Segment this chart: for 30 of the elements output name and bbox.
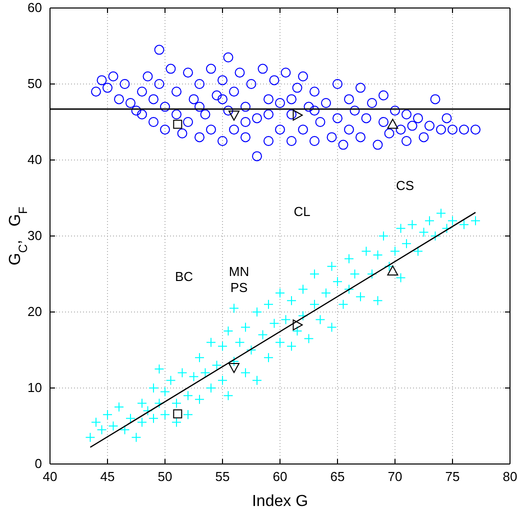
x-tick-label: 65 bbox=[330, 469, 345, 484]
point bbox=[387, 265, 398, 276]
y-tick-label: 40 bbox=[28, 152, 42, 168]
annotation: BC bbox=[174, 269, 194, 284]
point bbox=[292, 319, 303, 330]
point bbox=[173, 120, 182, 129]
y-tick-label: 60 bbox=[28, 0, 42, 16]
point bbox=[387, 118, 398, 129]
annotation: PS bbox=[230, 280, 248, 296]
y-tick-label: 10 bbox=[28, 380, 42, 396]
x-tick-label: 40 bbox=[42, 469, 58, 484]
point bbox=[173, 409, 182, 418]
y-tick-label: 20 bbox=[28, 304, 42, 320]
annotation: MN bbox=[228, 264, 250, 280]
y-tick-label: 0 bbox=[34, 456, 42, 472]
point bbox=[228, 362, 240, 373]
x-tick-label: 75 bbox=[445, 469, 460, 484]
annotation: CL bbox=[294, 204, 310, 220]
x-tick-label: 70 bbox=[388, 469, 402, 484]
x-tick-label: 80 bbox=[502, 469, 517, 484]
x-tick-label: 55 bbox=[215, 469, 230, 484]
x-tick-label: 45 bbox=[100, 469, 115, 484]
x-tick-label: 50 bbox=[158, 469, 172, 484]
y-tick-label: 50 bbox=[28, 76, 42, 92]
annotation: CS bbox=[396, 178, 414, 194]
x-axis-title: Index G bbox=[252, 493, 308, 510]
y-tick-label: 30 bbox=[28, 228, 42, 244]
point bbox=[228, 110, 240, 121]
x-tick-label: 60 bbox=[272, 469, 288, 484]
point bbox=[292, 110, 303, 121]
